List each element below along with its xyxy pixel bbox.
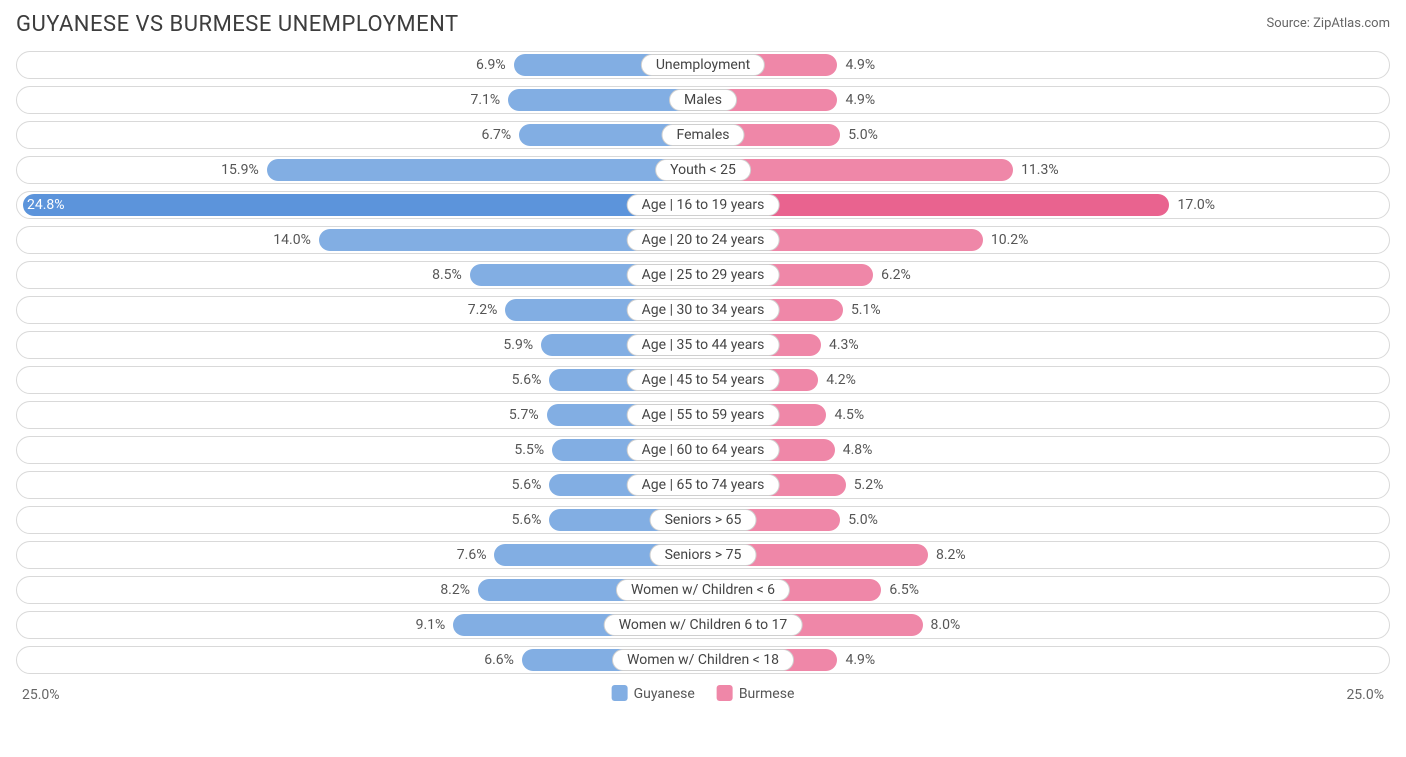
bar-row: 5.6% 5.2% Age | 65 to 74 years: [16, 471, 1390, 499]
value-left: 6.6%: [484, 647, 522, 675]
bar-row: 7.1% 4.9% Males: [16, 86, 1390, 114]
bar-row: 5.6% 5.0% Seniors > 65: [16, 506, 1390, 534]
category-label: Age | 65 to 74 years: [627, 474, 780, 496]
category-label: Age | 25 to 29 years: [627, 264, 780, 286]
value-right: 17.0%: [1169, 192, 1215, 220]
category-label: Unemployment: [641, 54, 765, 76]
value-right: 8.2%: [928, 542, 966, 570]
legend-label-right: Burmese: [739, 686, 795, 702]
value-left: 8.2%: [440, 577, 478, 605]
value-right: 5.2%: [846, 472, 884, 500]
bar-row: 7.6% 8.2% Seniors > 75: [16, 541, 1390, 569]
category-label: Age | 60 to 64 years: [627, 439, 780, 461]
value-left: 14.0%: [273, 227, 319, 255]
value-right: 4.3%: [821, 332, 859, 360]
value-left: 8.5%: [432, 262, 470, 290]
legend-item-right: Burmese: [717, 685, 795, 702]
bar-row: 5.5% 4.8% Age | 60 to 64 years: [16, 436, 1390, 464]
legend-swatch-left: [612, 685, 628, 701]
category-label: Age | 35 to 44 years: [627, 334, 780, 356]
value-left: 5.6%: [512, 507, 550, 535]
value-right: 5.0%: [840, 122, 878, 150]
value-right: 5.1%: [843, 297, 881, 325]
value-right: 6.2%: [873, 262, 911, 290]
bar-row: 9.1% 8.0% Women w/ Children 6 to 17: [16, 611, 1390, 639]
legend-swatch-right: [717, 685, 733, 701]
bar-row: 15.9% 11.3% Youth < 25: [16, 156, 1390, 184]
category-label: Age | 30 to 34 years: [627, 299, 780, 321]
bar-row: 5.6% 4.2% Age | 45 to 54 years: [16, 366, 1390, 394]
bar-left: [267, 159, 703, 181]
axis-max-right: 25.0%: [1346, 687, 1384, 703]
value-left: 5.6%: [512, 472, 550, 500]
value-left: 5.6%: [512, 367, 550, 395]
value-right: 8.0%: [923, 612, 961, 640]
chart-title: GUYANESE VS BURMESE UNEMPLOYMENT: [16, 12, 459, 37]
bar-row: 6.6% 4.9% Women w/ Children < 18: [16, 646, 1390, 674]
bar-left: [23, 194, 704, 216]
value-right: 11.3%: [1013, 157, 1059, 185]
value-left: 5.7%: [509, 402, 547, 430]
value-right: 6.5%: [881, 577, 919, 605]
value-left: 24.8%: [27, 192, 65, 220]
category-label: Women w/ Children < 18: [612, 649, 794, 671]
category-label: Age | 20 to 24 years: [627, 229, 780, 251]
bar-row: 6.7% 5.0% Females: [16, 121, 1390, 149]
bar-row: 8.2% 6.5% Women w/ Children < 6: [16, 576, 1390, 604]
diverging-bar-chart: 6.9% 4.9% Unemployment 7.1% 4.9% Males 6.7% 5.0…: [6, 47, 1400, 674]
value-left: 7.2%: [468, 297, 506, 325]
legend: Guyanese Burmese: [612, 685, 795, 702]
bar-row: 5.9% 4.3% Age | 35 to 44 years: [16, 331, 1390, 359]
value-left: 9.1%: [416, 612, 454, 640]
category-label: Males: [669, 89, 737, 111]
bar-row: 6.9% 4.9% Unemployment: [16, 51, 1390, 79]
axis-max-left: 25.0%: [22, 687, 60, 703]
value-left: 6.7%: [481, 122, 519, 150]
value-right: 4.2%: [818, 367, 856, 395]
chart-header: GUYANESE VS BURMESE UNEMPLOYMENT Source:…: [6, 12, 1400, 47]
bar-row: 8.5% 6.2% Age | 25 to 29 years: [16, 261, 1390, 289]
category-label: Age | 45 to 54 years: [627, 369, 780, 391]
value-left: 5.5%: [514, 437, 552, 465]
value-left: 6.9%: [476, 52, 514, 80]
value-right: 4.8%: [835, 437, 873, 465]
category-label: Females: [662, 124, 745, 146]
chart-source: Source: ZipAtlas.com: [1266, 12, 1390, 31]
value-left: 7.6%: [457, 542, 495, 570]
category-label: Seniors > 75: [650, 544, 757, 566]
category-label: Age | 16 to 19 years: [627, 194, 780, 216]
bar-row: 5.7% 4.5% Age | 55 to 59 years: [16, 401, 1390, 429]
category-label: Age | 55 to 59 years: [627, 404, 780, 426]
value-right: 5.0%: [840, 507, 878, 535]
chart-footer: 25.0% Guyanese Burmese 25.0%: [6, 681, 1400, 711]
bar-row: 24.8% 17.0% Age | 16 to 19 years: [16, 191, 1390, 219]
bar-row: 7.2% 5.1% Age | 30 to 34 years: [16, 296, 1390, 324]
bar-row: 14.0% 10.2% Age | 20 to 24 years: [16, 226, 1390, 254]
value-left: 5.9%: [503, 332, 541, 360]
value-left: 7.1%: [471, 87, 509, 115]
legend-item-left: Guyanese: [612, 685, 695, 702]
category-label: Women w/ Children < 6: [616, 579, 790, 601]
value-right: 4.9%: [837, 647, 875, 675]
value-right: 4.9%: [837, 52, 875, 80]
value-right: 10.2%: [983, 227, 1029, 255]
value-right: 4.5%: [826, 402, 864, 430]
value-left: 15.9%: [221, 157, 267, 185]
category-label: Seniors > 65: [650, 509, 757, 531]
category-label: Women w/ Children 6 to 17: [604, 614, 803, 636]
category-label: Youth < 25: [655, 159, 751, 181]
legend-label-left: Guyanese: [634, 686, 695, 702]
value-right: 4.9%: [837, 87, 875, 115]
